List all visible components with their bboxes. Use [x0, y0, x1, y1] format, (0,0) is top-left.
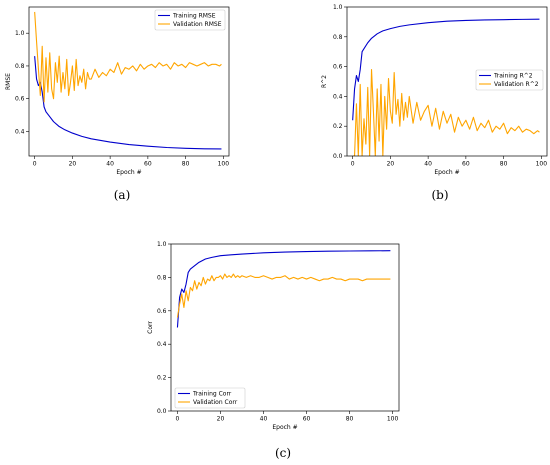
- plot-frame: [170, 243, 400, 412]
- x-tick-label: 60: [462, 161, 470, 168]
- x-tick-label: 100: [218, 161, 230, 168]
- x-axis-label: Epoch #: [434, 169, 459, 176]
- y-tick-label: 0.6: [333, 64, 343, 71]
- y-tick-label: 0.2: [333, 123, 343, 130]
- x-tick-label: 0: [176, 416, 180, 423]
- x-tick-label: 100: [536, 161, 548, 168]
- y-tick-label: 0.2: [157, 375, 167, 382]
- y-tick-label: 1.0: [157, 241, 167, 248]
- y-axis-label: Corr: [147, 321, 154, 334]
- panel-caption: (c): [275, 446, 291, 460]
- y-tick-label: 0.4: [15, 128, 25, 135]
- panel-caption: (b): [431, 188, 448, 202]
- chart-a: 0 20 40 60 80 100 0.4 0.6 0.8 1.0 Epoch # RMSE Train…: [5, 6, 230, 202]
- x-tick-label: 40: [260, 416, 268, 423]
- chart-c: 0 20 40 60 80 100 0.0 0.2 0.4 0.6 0.8 1.0 Epoch # Cor…: [147, 241, 400, 460]
- series-line-training-corr: [176, 250, 391, 328]
- y-axis-label: R^2: [321, 75, 328, 88]
- y-tick-label: 1.0: [333, 4, 343, 11]
- x-tick-label: 0: [351, 161, 355, 168]
- legend-label-validation-r-2: Validation R^2: [494, 81, 539, 88]
- x-tick-label: 80: [500, 161, 508, 168]
- y-tick-label: 1.0: [15, 30, 25, 37]
- series-line-validation-rmse: [34, 11, 222, 103]
- x-tick-label: 0: [33, 161, 37, 168]
- x-tick-label: 60: [303, 416, 311, 423]
- chart-b: 0 20 40 60 80 100 0.0 0.2 0.4 0.6 0.8 1.0 Epoch # R^2…: [321, 4, 548, 202]
- plot-frame: [346, 6, 548, 157]
- x-tick-label: 40: [424, 161, 432, 168]
- x-tick-label: 80: [182, 161, 190, 168]
- legend-label-training-corr: Training Corr: [192, 391, 232, 398]
- series-line-training-rmse: [34, 56, 222, 150]
- plot-frame: [28, 6, 230, 157]
- x-tick-label: 40: [106, 161, 114, 168]
- panel-caption: (a): [114, 188, 131, 202]
- y-tick-label: 0.0: [157, 408, 167, 415]
- x-tick-label: 60: [144, 161, 152, 168]
- x-tick-label: 20: [69, 161, 77, 168]
- y-tick-label: 0.8: [15, 63, 25, 70]
- x-axis-label: Epoch #: [116, 169, 141, 176]
- legend-label-training-r-2: Training R^2: [493, 73, 533, 80]
- x-tick-label: 20: [217, 416, 225, 423]
- series-line-validation-r-2: [352, 69, 540, 156]
- legend-label-validation-rmse: Validation RMSE: [173, 21, 222, 28]
- legend-label-training-rmse: Training RMSE: [172, 13, 216, 20]
- y-tick-label: 0.6: [15, 96, 25, 103]
- legend-box: [475, 69, 544, 91]
- legend-label-validation-corr: Validation Corr: [193, 399, 238, 406]
- y-tick-label: 0.8: [333, 34, 343, 41]
- legend-box: [154, 9, 226, 31]
- series-line-training-r-2: [352, 18, 540, 121]
- legend-box: [174, 387, 246, 409]
- x-tick-label: 80: [346, 416, 354, 423]
- x-axis-label: Epoch #: [272, 424, 297, 431]
- y-tick-label: 0.0: [333, 153, 343, 160]
- y-axis-label: RMSE: [5, 73, 12, 90]
- y-tick-label: 0.4: [333, 93, 343, 100]
- y-tick-label: 0.8: [157, 274, 167, 281]
- y-tick-label: 0.4: [157, 341, 167, 348]
- y-tick-label: 0.6: [157, 308, 167, 315]
- series-line-validation-corr: [176, 273, 391, 318]
- x-tick-label: 100: [387, 416, 399, 423]
- x-tick-label: 20: [387, 161, 395, 168]
